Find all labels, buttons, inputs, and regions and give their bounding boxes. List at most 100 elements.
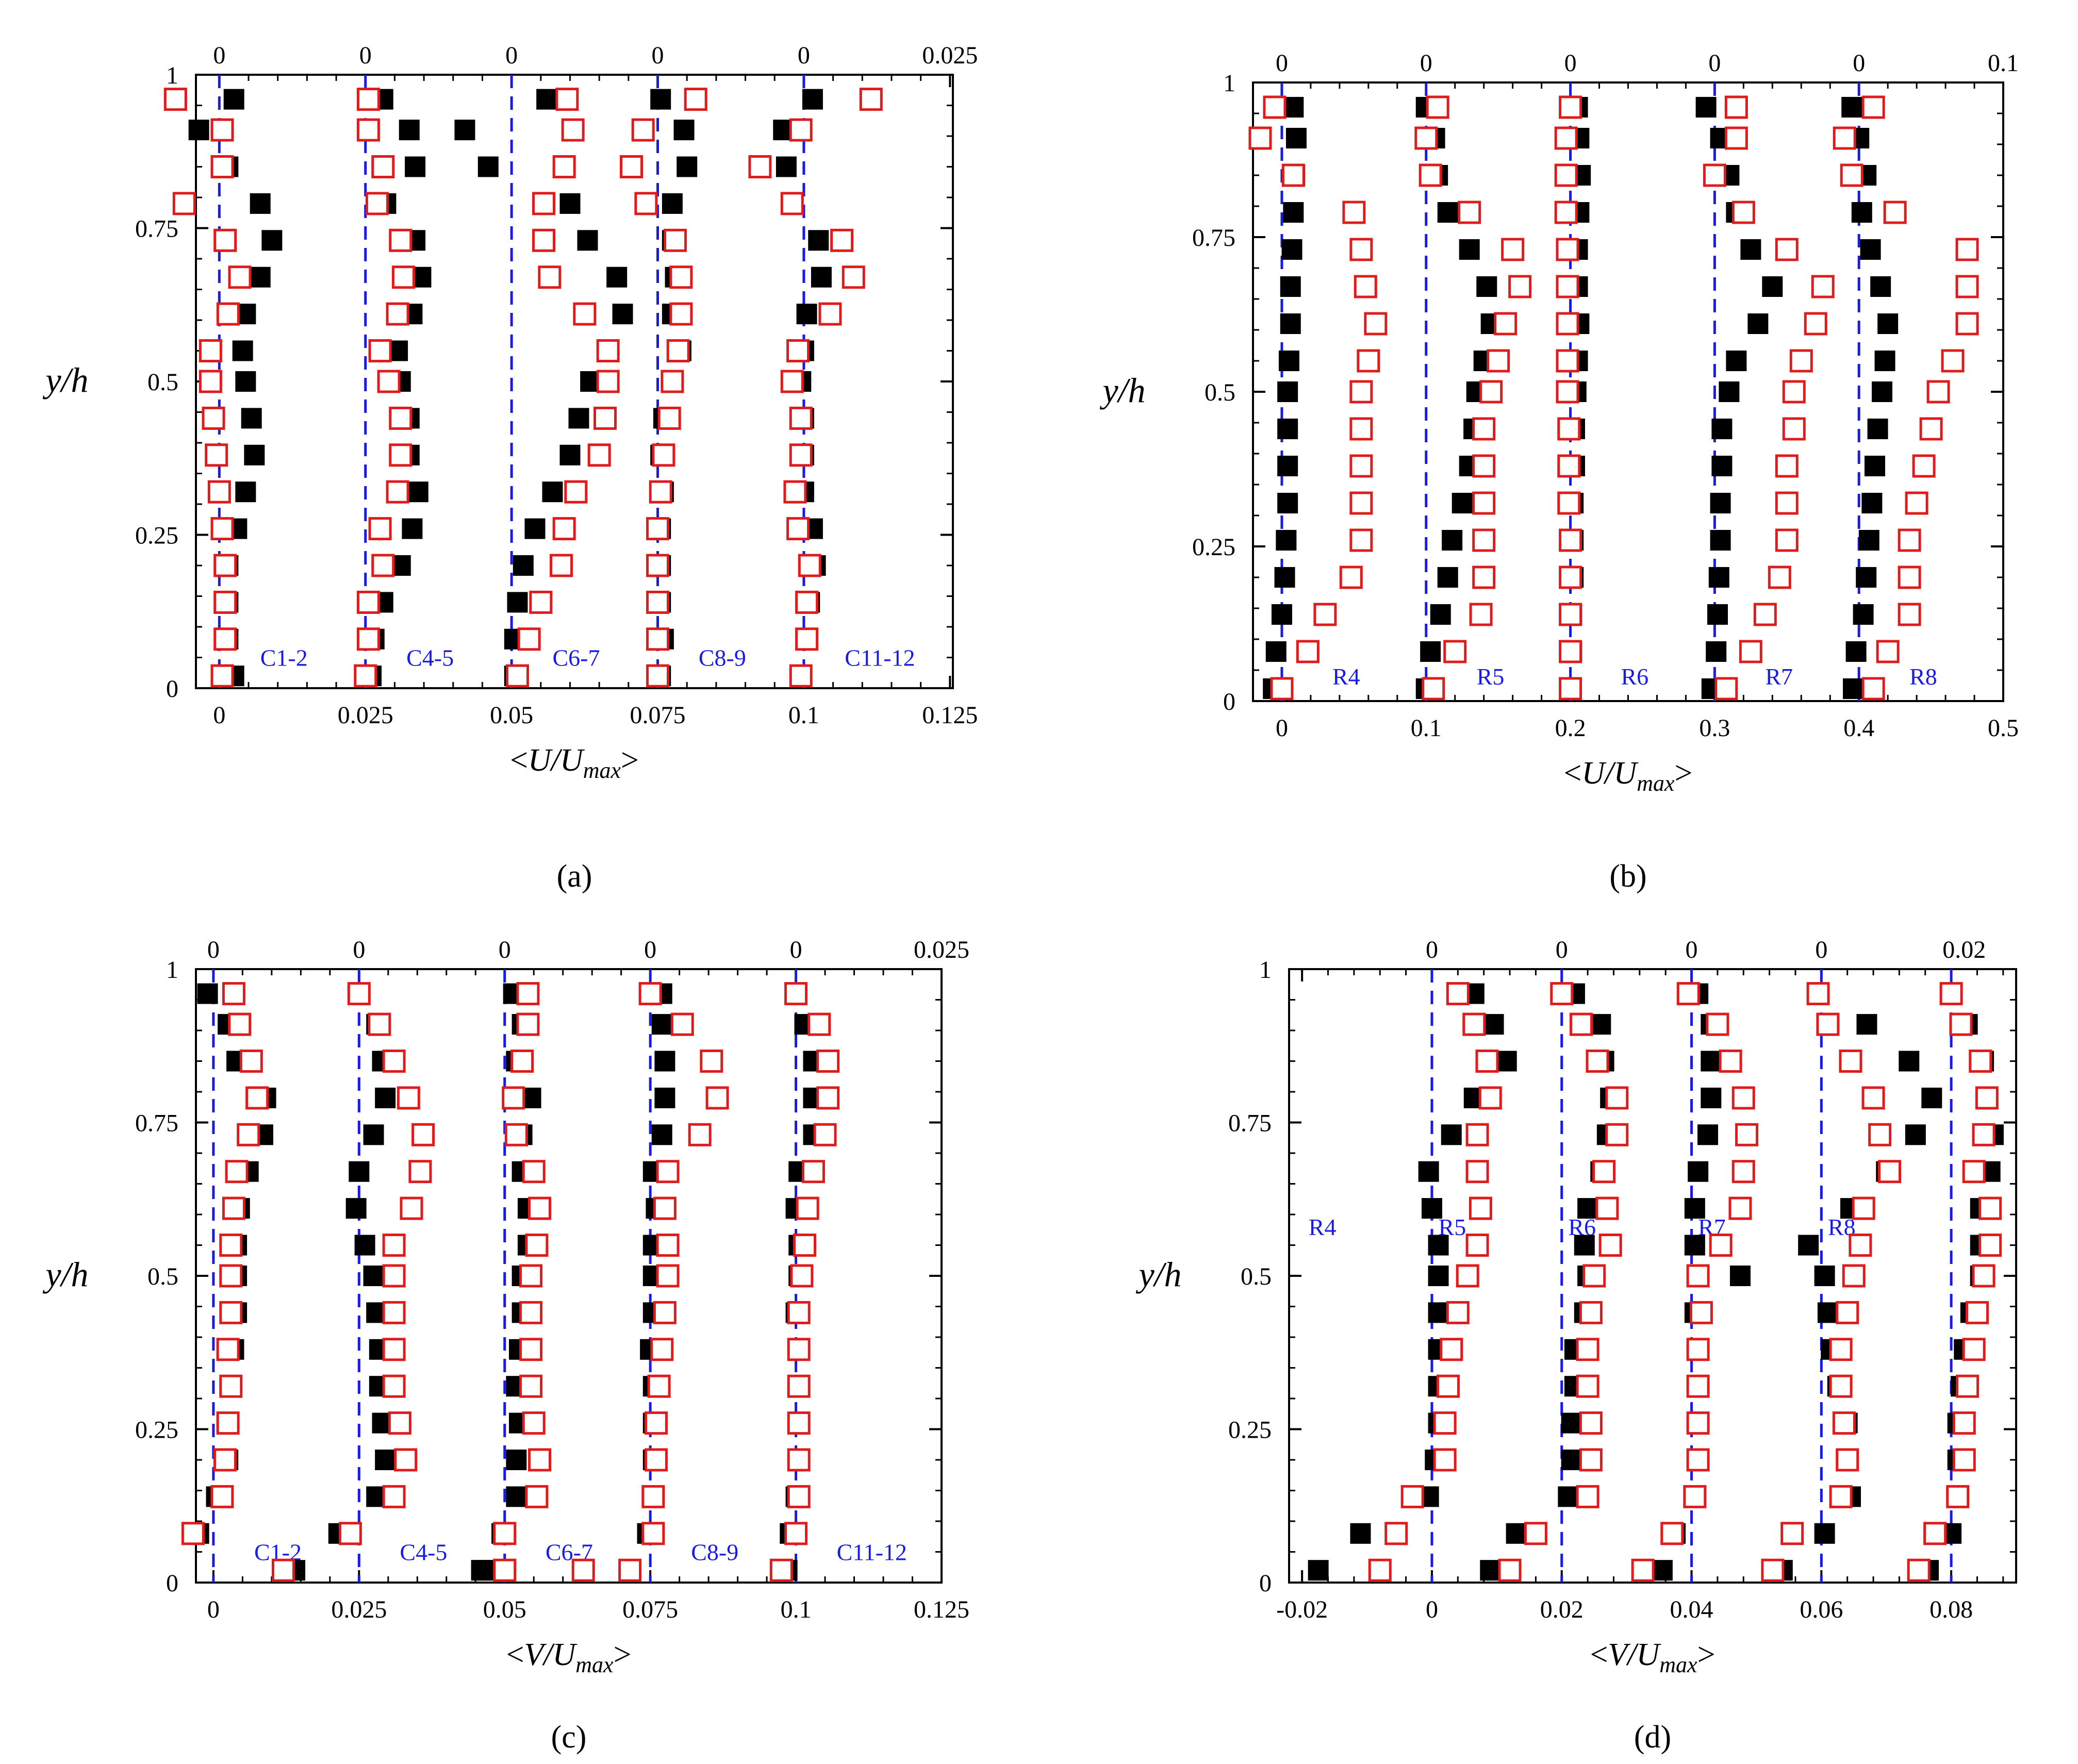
filled-marker (1860, 239, 1881, 260)
filled-marker (244, 444, 265, 465)
filled-marker (1853, 604, 1874, 625)
filled-marker (506, 1450, 527, 1470)
open-marker (237, 1123, 260, 1146)
open-marker (1905, 491, 1928, 515)
open-marker (400, 1196, 423, 1220)
filled-marker (1921, 1087, 1942, 1108)
open-marker (1487, 349, 1510, 373)
filled-marker (1726, 351, 1747, 371)
open-marker (1494, 312, 1518, 336)
open-marker (1354, 275, 1377, 298)
open-marker (519, 1301, 543, 1324)
open-marker (1384, 1522, 1408, 1545)
open-marker (653, 1301, 677, 1324)
open-marker (818, 302, 842, 326)
filled-marker (250, 193, 271, 214)
x-tick-label: 0.1 (788, 702, 819, 729)
open-marker (205, 443, 228, 467)
open-marker (1775, 238, 1799, 261)
open-marker (784, 982, 808, 1006)
open-marker (388, 1411, 411, 1435)
open-marker (356, 118, 380, 142)
y-tick-label: 1 (1259, 956, 1272, 984)
filled-marker (513, 555, 534, 576)
station-label-c6-7: C6-7 (552, 645, 600, 671)
filled-marker (1280, 276, 1301, 297)
open-marker (1782, 417, 1806, 441)
open-marker (650, 1338, 674, 1361)
open-marker (700, 1050, 723, 1073)
open-marker (1554, 201, 1578, 224)
filled-marker (1430, 604, 1451, 625)
open-marker (1775, 491, 1799, 515)
top-tick-label: 0 (644, 936, 656, 963)
open-marker (517, 627, 541, 651)
open-marker (801, 1160, 825, 1184)
x-tick-label: 0.125 (914, 1596, 969, 1623)
y-tick-label: 0.25 (135, 522, 178, 550)
y-axis-title: y/h (42, 360, 88, 400)
x-tick-label: 0.075 (622, 1596, 678, 1623)
open-marker (1554, 163, 1578, 187)
filled-marker (1480, 1560, 1501, 1581)
open-marker (1598, 1234, 1622, 1257)
open-marker (1686, 1411, 1710, 1435)
open-marker (1978, 1196, 2002, 1220)
open-marker (532, 228, 555, 252)
open-marker (216, 1338, 240, 1361)
filled-marker (1418, 1161, 1439, 1182)
filled-marker (1845, 641, 1867, 662)
filled-marker (1688, 1161, 1709, 1182)
open-marker (510, 1050, 534, 1073)
filled-marker (662, 193, 683, 214)
open-marker (1840, 163, 1863, 187)
x-tick-label: 0.4 (1843, 714, 1874, 742)
filled-marker (402, 518, 423, 539)
open-marker (1861, 677, 1885, 701)
top-tick-label: 0 (353, 936, 365, 963)
filled-marker (1899, 1051, 1920, 1072)
open-marker (1878, 1160, 1902, 1184)
open-marker (649, 480, 672, 504)
filled-marker (1877, 313, 1899, 334)
open-marker (596, 370, 620, 393)
y-tick-label: 1 (1223, 70, 1235, 97)
open-marker (1462, 1012, 1486, 1036)
top-tick-label: 0 (1556, 936, 1568, 963)
open-marker (1465, 1160, 1489, 1184)
open-marker (1576, 1374, 1599, 1398)
open-marker (519, 1374, 543, 1398)
open-marker (780, 370, 804, 393)
open-marker (219, 1234, 243, 1257)
open-marker (408, 1160, 432, 1184)
filled-marker (354, 1235, 375, 1256)
filled-marker (261, 230, 283, 251)
filled-marker (1459, 239, 1480, 260)
open-marker (1595, 1196, 1619, 1220)
filled-marker (1483, 1014, 1504, 1035)
filled-marker (363, 1266, 384, 1286)
open-marker (382, 1234, 406, 1257)
filled-marker (1652, 1560, 1673, 1581)
open-marker (807, 1012, 831, 1036)
open-marker (634, 192, 658, 215)
open-marker (798, 554, 821, 577)
open-marker (1728, 1196, 1752, 1220)
open-marker (1714, 677, 1738, 701)
open-marker (641, 1485, 665, 1508)
open-marker (646, 517, 670, 541)
open-marker (1498, 1558, 1522, 1582)
panel-caption: (a) (557, 859, 592, 894)
filled-marker (1798, 1235, 1819, 1256)
open-marker (389, 443, 413, 467)
open-marker (225, 1160, 249, 1184)
top-tick-label: 0.025 (914, 936, 969, 963)
open-marker (1955, 312, 1979, 336)
x-tick-label: 0.02 (1540, 1596, 1584, 1623)
open-marker (382, 1301, 406, 1324)
open-marker (213, 554, 237, 577)
open-marker (1263, 95, 1287, 119)
filled-marker (405, 156, 426, 177)
filled-marker (223, 89, 244, 110)
open-marker (1465, 1234, 1489, 1257)
